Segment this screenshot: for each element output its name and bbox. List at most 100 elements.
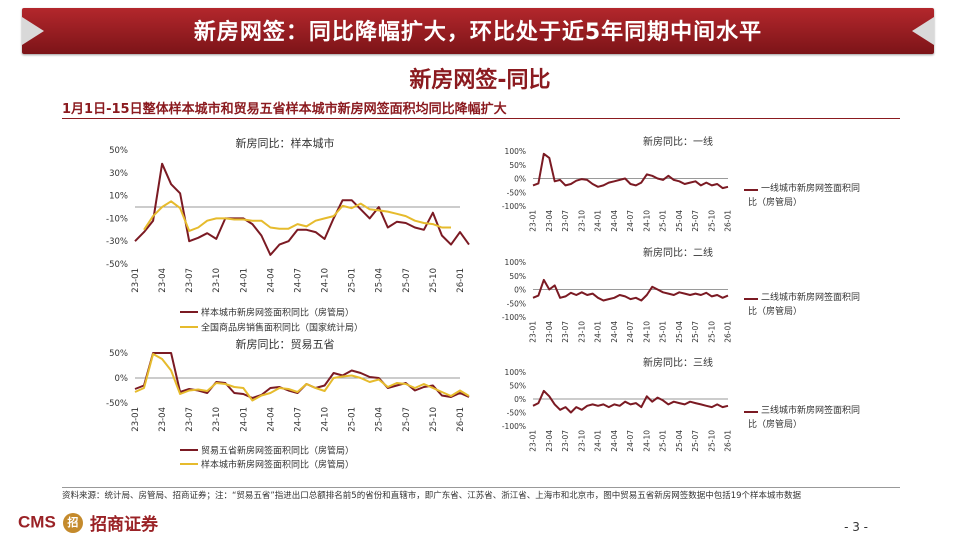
x-tick-label-tier1: 25-10 [707, 210, 716, 232]
x-tick-label-sample: 23-10 [212, 268, 222, 293]
headline: 1月1日-15日整体样本城市和贸易五省样本城市新房网签面积均同比降幅扩大 [62, 102, 507, 117]
y-tick-label-trade5: 0% [115, 374, 129, 384]
x-tick-label-tier2: 24-10 [642, 321, 651, 343]
x-tick-label-tier3: 26-01 [724, 430, 733, 452]
x-tick-label-trade5: 23-04 [158, 407, 168, 432]
x-tick-label-sample: 24-10 [321, 268, 331, 293]
series-line-tier3-0 [532, 389, 729, 414]
x-tick-label-tier2: 25-10 [707, 321, 716, 343]
legend-label-tier3: 三线城市新房网签面积同比（房管局） [748, 404, 860, 430]
x-tick-label-tier3: 24-10 [642, 430, 651, 452]
x-tick-label-sample: 24-04 [266, 268, 276, 293]
y-tick-label-sample: 50% [109, 146, 128, 156]
x-tick-label-tier2: 23-04 [545, 321, 554, 343]
x-tick-label-tier2: 23-07 [561, 321, 570, 343]
series-line-tier1-0 [532, 152, 729, 190]
x-tick-label-tier3: 24-07 [626, 430, 635, 452]
y-tick-label-sample: -10% [106, 214, 128, 224]
y-tick-label-sample: 10% [109, 192, 128, 202]
series-line-tier2-0 [532, 278, 729, 302]
logo-seal-icon: 招 [62, 512, 83, 533]
x-tick-label-tier2: 24-07 [626, 321, 635, 343]
x-tick-label-tier3: 25-10 [707, 430, 716, 452]
x-tick-label-sample: 25-01 [348, 268, 358, 293]
x-tick-label-tier2: 25-07 [691, 321, 700, 343]
y-tick-label-tier2: -100% [502, 313, 526, 322]
headline-divider [62, 118, 900, 119]
y-tick-label-sample: -30% [106, 237, 128, 247]
x-tick-label-tier1: 26-01 [724, 210, 733, 232]
x-tick-label-sample: 23-04 [158, 268, 168, 293]
chart-title-sample: 新房同比：样本城市 [236, 136, 335, 150]
x-tick-label-trade5: 23-07 [185, 407, 195, 432]
y-tick-label-tier3: -100% [502, 422, 526, 431]
legend-label-trade5-1: 样本城市新房网签面积同比（房管局） [201, 459, 354, 471]
y-tick-label-trade5: -50% [106, 399, 128, 409]
x-tick-label-sample: 24-07 [293, 268, 303, 293]
y-tick-label-tier3: 100% [505, 368, 526, 377]
y-tick-label-sample: 30% [109, 169, 128, 179]
x-tick-label-trade5: 25-01 [348, 407, 358, 432]
slide-title: 新房网签：同比降幅扩大，环比处于近5年同期中间水平 [193, 20, 763, 45]
y-tick-label-sample: -50% [106, 260, 128, 270]
x-tick-label-trade5: 23-10 [212, 407, 222, 432]
logo: CMS 招 招商证券 [18, 510, 158, 535]
chart-title-tier1: 新房同比：一线 [643, 135, 713, 148]
x-tick-label-tier3: 25-07 [691, 430, 700, 452]
x-tick-label-tier2: 25-01 [659, 321, 668, 343]
x-tick-label-sample: 25-10 [429, 268, 439, 293]
legend-label-trade5-0: 贸易五省新房网签面积同比（房管局） [201, 445, 354, 457]
x-tick-label-trade5: 25-07 [402, 407, 412, 432]
x-tick-label-trade5: 23-01 [131, 407, 141, 432]
x-tick-label-trade5: 24-10 [321, 407, 331, 432]
x-tick-label-tier3: 23-01 [529, 430, 538, 452]
legend-label-sample-1: 全国商品房销售面积同比（国家统计局） [201, 322, 363, 334]
legend-label-sample-0: 样本城市新房网签面积同比（房管局） [201, 307, 354, 319]
y-tick-label-tier1: 100% [505, 147, 526, 156]
y-tick-label-tier3: -50% [507, 409, 526, 418]
x-tick-label-sample: 26-01 [456, 268, 466, 293]
series-line-sample-0 [134, 162, 470, 256]
y-tick-label-tier2: 100% [505, 258, 526, 267]
x-tick-label-trade5: 26-01 [456, 407, 466, 432]
source-note: 资料来源：统计局、房管局、招商证券；注：“贸易五省”指进出口总额排名前5的省份和… [62, 491, 802, 501]
legend-label-tier2: 二线城市新房网签面积同比（房管局） [748, 291, 860, 317]
y-tick-label-tier1: 0% [514, 175, 526, 184]
chart-title-tier3: 新房同比：三线 [643, 356, 713, 369]
x-tick-label-tier1: 24-01 [594, 210, 603, 232]
x-tick-label-trade5: 25-10 [429, 407, 439, 432]
x-tick-label-tier1: 25-07 [691, 210, 700, 232]
x-tick-label-tier1: 23-07 [561, 210, 570, 232]
chart-title-trade5: 新房同比：贸易五省 [236, 337, 335, 351]
logo-name: 招商证券 [89, 515, 158, 535]
x-tick-label-trade5: 24-01 [239, 407, 249, 432]
x-tick-label-tier1: 24-10 [642, 210, 651, 232]
x-tick-label-tier3: 24-04 [610, 430, 619, 452]
x-tick-label-tier3: 23-07 [561, 430, 570, 452]
x-tick-label-tier2: 24-01 [594, 321, 603, 343]
section-subtitle: 新房网签-同比 [409, 68, 551, 93]
x-tick-label-sample: 25-04 [375, 268, 385, 293]
y-tick-label-tier2: 50% [509, 272, 526, 281]
source-divider [62, 487, 900, 488]
x-tick-label-tier3: 25-04 [675, 430, 684, 452]
x-tick-label-sample: 25-07 [402, 268, 412, 293]
y-tick-label-tier2: 0% [514, 286, 526, 295]
x-tick-label-trade5: 25-04 [375, 407, 385, 432]
x-tick-label-sample: 23-01 [131, 268, 141, 293]
x-tick-label-tier1: 23-04 [545, 210, 554, 232]
series-line-sample-1 [143, 200, 451, 232]
x-tick-label-tier3: 23-04 [545, 430, 554, 452]
y-tick-label-trade5: 50% [109, 349, 128, 359]
x-tick-label-tier3: 25-01 [659, 430, 668, 452]
x-tick-label-sample: 24-01 [239, 268, 249, 293]
x-tick-label-tier1: 24-04 [610, 210, 619, 232]
x-tick-label-trade5: 24-04 [266, 407, 276, 432]
legend-label-tier1: 一线城市新房网签面积同比（房管局） [748, 182, 860, 208]
x-tick-label-tier1: 25-04 [675, 210, 684, 232]
x-tick-label-tier1: 23-10 [577, 210, 586, 232]
y-tick-label-tier3: 50% [509, 382, 526, 391]
y-tick-label-tier1: -50% [507, 188, 526, 197]
y-tick-label-tier2: -50% [507, 299, 526, 308]
